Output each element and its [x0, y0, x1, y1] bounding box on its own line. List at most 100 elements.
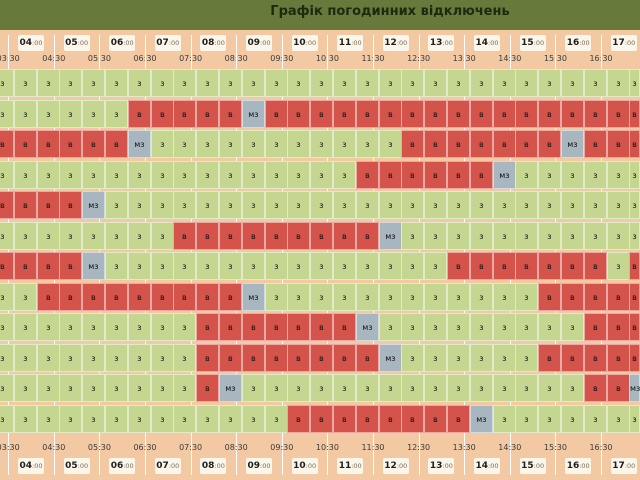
outage-cell: в	[196, 344, 219, 372]
outage-cell: в	[356, 222, 379, 250]
power-on-cell: з	[151, 69, 174, 97]
outage-cell: в	[0, 130, 14, 158]
power-on-cell: з	[401, 344, 424, 372]
outage-cell: в	[379, 161, 402, 189]
outage-cell: в	[196, 374, 219, 402]
outage-cell: в	[584, 100, 607, 128]
outage-cell: в	[607, 313, 630, 341]
power-on-cell: з	[151, 374, 174, 402]
power-on-cell: з	[242, 252, 265, 280]
outage-cell: в	[287, 344, 310, 372]
power-on-cell: з	[59, 161, 82, 189]
bottom-halfhour-label: 06:30	[133, 443, 157, 452]
power-on-cell: з	[310, 130, 333, 158]
outage-cell: в	[607, 374, 630, 402]
outage-cell: в	[37, 191, 60, 219]
top-hour-label: 11:00	[337, 35, 364, 51]
power-on-cell: з	[470, 313, 493, 341]
outage-cell: в	[447, 405, 470, 433]
power-on-cell: з	[59, 405, 82, 433]
hour-number: 14	[475, 461, 489, 471]
outage-cell: в	[401, 405, 424, 433]
bottom-hour-label: 04:00	[18, 458, 44, 474]
power-on-cell: з	[561, 374, 584, 402]
power-on-cell: з	[447, 69, 470, 97]
power-on-cell: з	[379, 374, 402, 402]
power-on-cell: з	[447, 191, 470, 219]
power-on-cell: з	[0, 374, 14, 402]
hour-number: 10	[293, 38, 306, 48]
power-on-cell: з	[14, 283, 37, 311]
hour-number: 07	[156, 461, 169, 471]
outage-cell: в	[470, 161, 493, 189]
possible-outage-cell: мз	[219, 374, 242, 402]
hour-number: 08	[201, 461, 215, 471]
hour-minutes: :00	[305, 462, 317, 470]
power-on-cell: з	[607, 161, 630, 189]
power-on-cell: з	[242, 161, 265, 189]
power-on-cell: з	[561, 405, 584, 433]
outage-cell: в	[242, 222, 265, 250]
power-on-cell: з	[470, 69, 493, 97]
power-on-cell: з	[219, 69, 242, 97]
outage-cell: в	[629, 313, 640, 341]
hour-number: 11	[338, 461, 352, 471]
bottom-hour-label: 08:00	[200, 458, 227, 474]
power-on-cell: з	[287, 374, 310, 402]
power-on-cell: з	[196, 130, 219, 158]
page-title: Графік погодинних відключень	[270, 4, 510, 19]
hour-number: 13	[429, 38, 443, 48]
outage-cell: в	[356, 344, 379, 372]
power-on-cell: з	[82, 100, 105, 128]
outage-cell: в	[196, 283, 219, 311]
power-on-cell: з	[607, 252, 630, 280]
power-on-cell: з	[310, 191, 333, 219]
power-on-cell: з	[629, 405, 640, 433]
power-on-cell: з	[59, 313, 82, 341]
outage-cell: в	[0, 191, 14, 219]
outage-cell: в	[219, 344, 242, 372]
top-halfhour-label: 07:30	[178, 51, 204, 67]
outage-cell: в	[37, 252, 60, 280]
hour-minutes: :00	[260, 462, 271, 470]
power-on-cell: з	[242, 191, 265, 219]
power-on-cell: з	[561, 313, 584, 341]
outage-cell: в	[219, 313, 242, 341]
outage-cell: в	[219, 222, 242, 250]
hour-minutes: :00	[77, 462, 89, 470]
hour-minutes: :00	[260, 39, 271, 47]
power-on-cell: з	[584, 191, 607, 219]
power-on-cell: з	[128, 191, 151, 219]
hour-minutes: :00	[624, 462, 636, 470]
power-on-cell: з	[37, 69, 60, 97]
outage-cell: в	[538, 100, 561, 128]
power-on-cell: з	[173, 69, 196, 97]
possible-outage-cell: мз	[379, 222, 402, 250]
outage-cell: в	[265, 313, 288, 341]
outage-cell: в	[310, 344, 333, 372]
power-on-cell: з	[424, 344, 447, 372]
power-on-cell: з	[173, 344, 196, 372]
outage-cell: в	[515, 130, 538, 158]
power-on-cell: з	[0, 344, 14, 372]
bottom-hour-label: 14:00	[474, 458, 500, 474]
outage-cell: в	[173, 100, 196, 128]
outage-cell: в	[333, 313, 356, 341]
hour-number: 05	[65, 461, 78, 471]
bottom-hour-label: 05:00	[63, 458, 90, 474]
bottom-hour-label: 11:00	[337, 458, 364, 474]
power-on-cell: з	[493, 222, 516, 250]
outage-cell: в	[151, 283, 174, 311]
power-on-cell: з	[447, 283, 470, 311]
power-on-cell: з	[82, 374, 105, 402]
outage-cell: в	[287, 313, 310, 341]
possible-outage-cell: мз	[561, 130, 584, 158]
outage-cell: в	[128, 100, 151, 128]
hour-number: 10	[293, 461, 306, 471]
bottom-hour-label: 06:00	[109, 458, 136, 474]
outage-cell: в	[287, 222, 310, 250]
power-on-cell: з	[493, 69, 516, 97]
top-hour-label: 13:00	[428, 35, 455, 51]
power-on-cell: з	[401, 69, 424, 97]
